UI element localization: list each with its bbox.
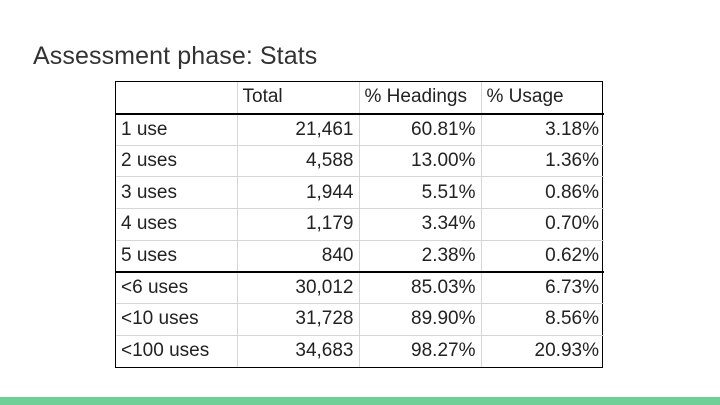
usage-cell: 0.70%	[480, 208, 604, 241]
total-cell: 30,012	[236, 270, 360, 305]
table-row: 5 uses 840 2.38% 0.62%	[116, 239, 604, 273]
total-cell: 840	[236, 239, 360, 273]
usage-cell: 1.36%	[480, 144, 604, 178]
total-cell: 4,588	[236, 144, 360, 178]
row-label: <6 uses	[116, 270, 238, 305]
headings-cell: 2.38%	[358, 239, 482, 273]
header-cell-usage: % Usage	[480, 82, 604, 115]
headings-cell: 98.27%	[358, 334, 482, 367]
total-cell: 1,944	[236, 176, 360, 210]
header-cell-headings: % Headings	[358, 82, 482, 115]
table-row: 4 uses 1,179 3.34% 0.70%	[116, 208, 604, 241]
usage-cell: 3.18%	[480, 113, 604, 146]
slide-title: Assessment phase: Stats	[33, 42, 318, 70]
row-label: 4 uses	[116, 208, 238, 241]
stats-table: Total % Headings % Usage 1 use 21,461 60…	[116, 82, 604, 367]
table-row: <6 uses 30,012 85.03% 6.73%	[116, 270, 604, 305]
headings-cell: 85.03%	[358, 270, 482, 305]
usage-cell: 0.62%	[480, 239, 604, 273]
table-row: 1 use 21,461 60.81% 3.18%	[116, 113, 604, 146]
row-label: <100 uses	[116, 334, 238, 367]
footer-accent-bar	[0, 397, 720, 405]
table-row: <10 uses 31,728 89.90% 8.56%	[116, 303, 604, 336]
stats-table-container: Total % Headings % Usage 1 use 21,461 60…	[115, 81, 604, 368]
usage-cell: 0.86%	[480, 176, 604, 210]
usage-cell: 20.93%	[480, 334, 604, 367]
header-cell-empty	[116, 82, 238, 115]
table-row: 2 uses 4,588 13.00% 1.36%	[116, 144, 604, 178]
usage-cell: 8.56%	[480, 303, 604, 336]
table-row: 3 uses 1,944 5.51% 0.86%	[116, 176, 604, 210]
usage-cell: 6.73%	[480, 270, 604, 305]
row-label: 3 uses	[116, 176, 238, 210]
row-label: <10 uses	[116, 303, 238, 336]
total-cell: 34,683	[236, 334, 360, 367]
headings-cell: 3.34%	[358, 208, 482, 241]
row-label: 2 uses	[116, 144, 238, 178]
total-cell: 31,728	[236, 303, 360, 336]
header-cell-total: Total	[236, 82, 360, 115]
headings-cell: 89.90%	[358, 303, 482, 336]
row-label: 5 uses	[116, 239, 238, 273]
row-label: 1 use	[116, 113, 238, 146]
headings-cell: 5.51%	[358, 176, 482, 210]
table-header-row: Total % Headings % Usage	[116, 82, 604, 115]
headings-cell: 13.00%	[358, 144, 482, 178]
total-cell: 1,179	[236, 208, 360, 241]
total-cell: 21,461	[236, 113, 360, 146]
table-row: <100 uses 34,683 98.27% 20.93%	[116, 334, 604, 367]
headings-cell: 60.81%	[358, 113, 482, 146]
